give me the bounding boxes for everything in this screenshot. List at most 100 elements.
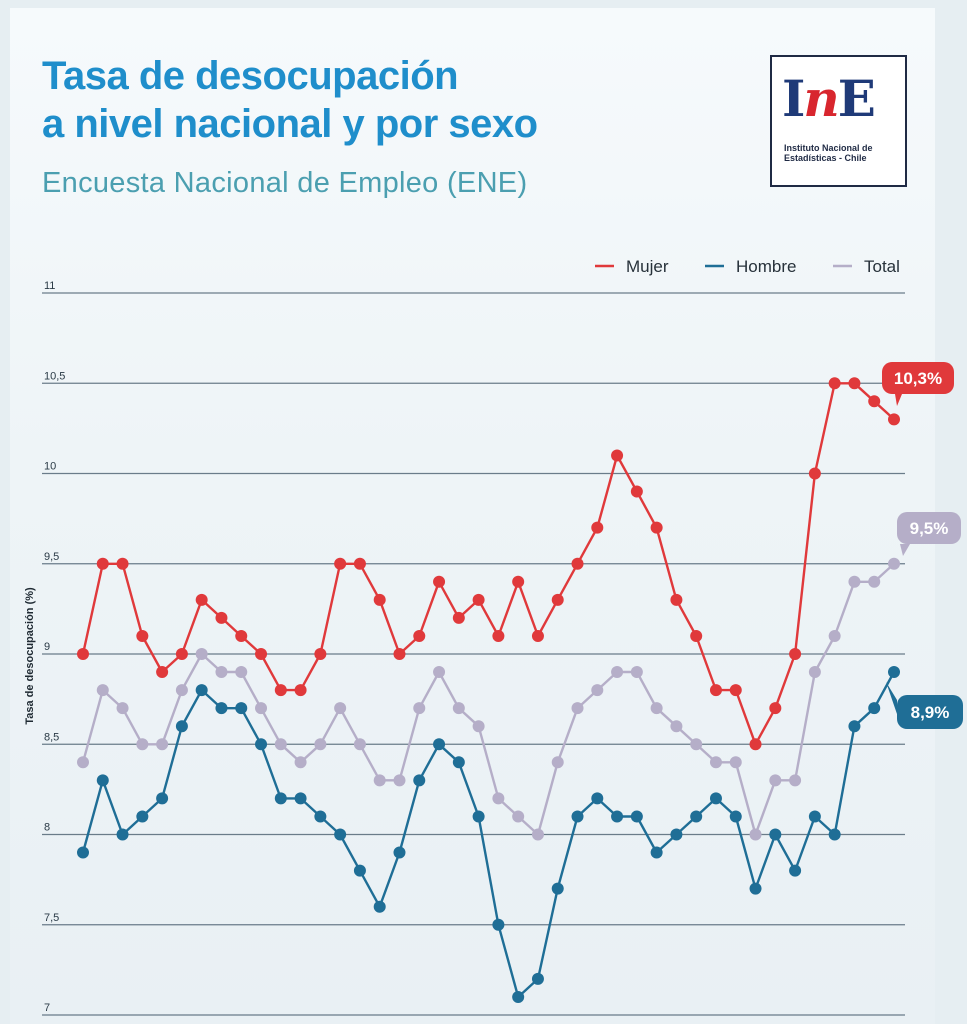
data-point-mujer <box>828 377 841 390</box>
data-point-total <box>492 792 505 805</box>
data-point-total <box>749 828 762 841</box>
data-point-hombre <box>413 774 426 787</box>
logo-text: Instituto Nacional de Estadísticas - Chi… <box>784 143 873 163</box>
data-point-hombre <box>215 702 228 715</box>
data-point-hombre <box>749 882 762 895</box>
data-point-mujer <box>156 666 169 679</box>
data-point-mujer <box>96 557 109 570</box>
series-hombre <box>77 666 900 1003</box>
data-point-mujer <box>591 521 604 534</box>
data-point-mujer <box>789 648 802 660</box>
data-point-total <box>551 756 564 769</box>
title-line-1: Tasa de desocupación <box>42 54 459 98</box>
data-point-hombre <box>769 828 782 841</box>
y-tick-label: 11 <box>44 280 55 292</box>
data-point-hombre <box>452 756 465 769</box>
end-label-text: 9,5% <box>910 519 949 538</box>
data-point-total <box>136 738 149 751</box>
data-point-mujer <box>848 377 861 390</box>
end-label-text: 8,9% <box>911 703 950 722</box>
data-point-mujer <box>393 648 406 660</box>
data-point-total <box>571 702 584 715</box>
series-total <box>77 557 900 841</box>
data-point-mujer <box>630 485 643 498</box>
data-point-hombre <box>235 702 248 715</box>
end-label-tail <box>895 394 902 406</box>
data-point-total <box>116 702 129 715</box>
data-point-hombre <box>116 828 129 841</box>
data-point-mujer <box>255 648 268 660</box>
end-label-box <box>897 512 961 544</box>
data-point-total <box>650 702 663 715</box>
data-point-total <box>709 756 722 769</box>
data-point-hombre <box>591 792 604 805</box>
y-tick-labels: 7 7,5 8 8,5 9 9,5 10 10,5 11 <box>44 280 65 1014</box>
data-point-total <box>611 666 624 679</box>
data-point-mujer <box>472 593 485 606</box>
data-point-mujer <box>353 557 366 570</box>
data-point-total <box>888 557 900 570</box>
y-tick-label: 7,5 <box>44 912 59 924</box>
logo-mark: InE <box>782 69 876 128</box>
y-tick-label: 8,5 <box>44 731 59 743</box>
legend-label-hombre: Hombre <box>736 257 796 276</box>
data-point-total <box>531 828 544 841</box>
data-point-mujer <box>670 593 683 606</box>
chart-title: Tasa de desocupación a nivel nacional y … <box>42 52 538 148</box>
legend-label-mujer: Mujer <box>626 257 669 276</box>
data-point-hombre <box>611 810 624 823</box>
data-point-total <box>433 666 446 679</box>
data-point-hombre <box>433 738 446 751</box>
data-point-mujer <box>215 611 228 624</box>
y-tick-label: 10,5 <box>44 370 65 382</box>
data-point-hombre <box>136 810 149 823</box>
data-point-hombre <box>393 846 406 859</box>
legend: Mujer Hombre Total <box>595 257 900 276</box>
data-point-hombre <box>868 702 881 715</box>
y-tick-label: 10 <box>44 461 56 473</box>
y-tick-label: 7 <box>44 1002 50 1014</box>
y-axis-label: Tasa de desocupación (%) <box>24 587 36 725</box>
data-point-mujer <box>116 557 129 570</box>
data-point-hombre <box>472 810 485 823</box>
data-point-total <box>156 738 169 751</box>
data-point-hombre <box>630 810 643 823</box>
data-point-mujer <box>769 702 782 715</box>
data-point-total <box>848 575 861 588</box>
data-point-mujer <box>413 629 426 642</box>
data-point-mujer <box>235 629 248 642</box>
data-point-total <box>393 774 406 787</box>
data-point-total <box>690 738 703 751</box>
data-point-hombre <box>373 900 386 913</box>
data-point-hombre <box>888 666 900 679</box>
data-point-hombre <box>512 990 525 1003</box>
data-point-total <box>512 810 525 823</box>
y-tick-label: 9 <box>44 641 50 653</box>
data-point-hombre <box>709 792 722 805</box>
data-point-hombre <box>255 738 268 751</box>
data-point-mujer <box>433 575 446 588</box>
data-point-mujer <box>334 557 347 570</box>
data-point-mujer <box>868 395 881 408</box>
data-point-total <box>670 720 683 733</box>
data-point-hombre <box>96 774 109 787</box>
legend-label-total: Total <box>864 257 900 276</box>
data-point-hombre <box>571 810 584 823</box>
data-point-mujer <box>314 648 327 660</box>
data-point-mujer <box>808 467 821 480</box>
data-point-total <box>729 756 742 769</box>
data-point-hombre <box>828 828 841 841</box>
data-point-hombre <box>690 810 703 823</box>
data-point-total <box>353 738 366 751</box>
data-point-hombre <box>551 882 564 895</box>
data-point-hombre <box>314 810 327 823</box>
data-point-hombre <box>294 792 307 805</box>
data-point-total <box>452 702 465 715</box>
data-point-total <box>868 575 881 588</box>
data-point-total <box>373 774 386 787</box>
data-point-hombre <box>195 684 208 697</box>
end-label-total: 9,5% <box>897 512 961 556</box>
data-point-mujer <box>492 629 505 642</box>
data-point-total <box>215 666 228 679</box>
data-point-mujer <box>175 648 188 660</box>
